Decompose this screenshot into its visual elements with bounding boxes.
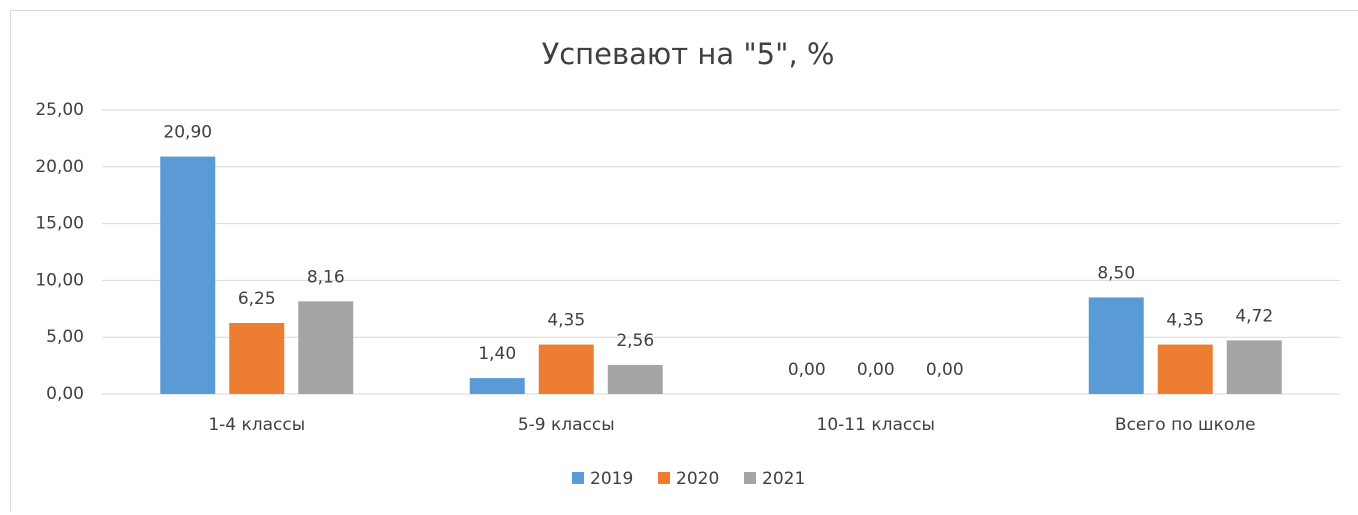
bar bbox=[1089, 297, 1144, 394]
legend-swatch bbox=[572, 472, 584, 484]
bar bbox=[470, 378, 525, 394]
y-tick-label: 10,00 bbox=[35, 270, 84, 290]
y-tick-label: 0,00 bbox=[46, 384, 84, 404]
legend-label: 2021 bbox=[762, 469, 805, 489]
x-tick-label: 1-4 классы bbox=[208, 415, 305, 435]
y-tick-label: 15,00 bbox=[35, 214, 84, 234]
bar bbox=[298, 301, 353, 394]
data-label: 1,40 bbox=[478, 344, 516, 364]
data-label: 20,90 bbox=[163, 123, 212, 143]
data-label: 6,25 bbox=[238, 289, 276, 309]
y-tick-label: 25,00 bbox=[35, 100, 84, 120]
data-label: 4,72 bbox=[1235, 306, 1273, 326]
legend-label: 2020 bbox=[676, 469, 719, 489]
data-label: 0,00 bbox=[788, 360, 826, 380]
x-tick-label: Всего по школе bbox=[1115, 415, 1256, 435]
bar bbox=[160, 157, 215, 394]
y-tick-label: 20,00 bbox=[35, 157, 84, 177]
y-tick-label: 5,00 bbox=[46, 327, 84, 347]
legend-swatch bbox=[744, 472, 756, 484]
x-tick-label: 5-9 классы bbox=[518, 415, 615, 435]
data-label: 8,50 bbox=[1097, 263, 1135, 283]
x-tick-label: 10-11 классы bbox=[817, 415, 935, 435]
bar bbox=[539, 345, 594, 394]
chart-title: Успевают на "5", % bbox=[542, 37, 835, 71]
data-label: 4,35 bbox=[547, 311, 585, 331]
data-label: 2,56 bbox=[616, 331, 654, 351]
data-label: 0,00 bbox=[926, 360, 964, 380]
legend-swatch bbox=[658, 472, 670, 484]
bar bbox=[229, 323, 284, 394]
data-label: 0,00 bbox=[857, 360, 895, 380]
data-label: 4,35 bbox=[1166, 311, 1204, 331]
data-label: 8,16 bbox=[307, 267, 345, 287]
legend-label: 2019 bbox=[590, 469, 633, 489]
bar bbox=[1227, 340, 1282, 394]
bar bbox=[608, 365, 663, 394]
bar bbox=[1158, 345, 1213, 394]
